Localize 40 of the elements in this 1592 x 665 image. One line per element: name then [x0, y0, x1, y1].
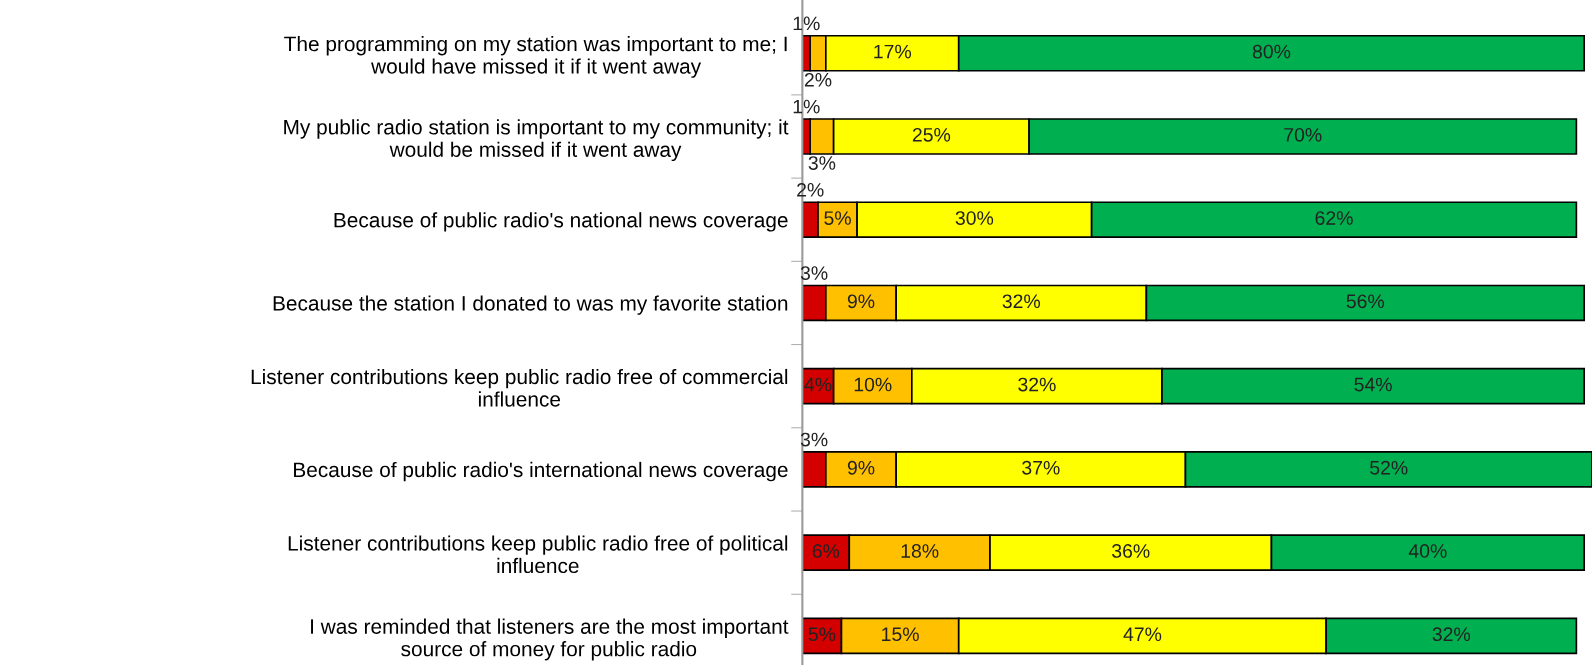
data-label: 1% — [793, 16, 820, 31]
y-tick-label: Listener contributions keep public radio free of political influence — [288, 535, 788, 574]
data-label: 52% — [1370, 460, 1408, 475]
data-label: 25% — [912, 127, 951, 142]
data-label: 80% — [1252, 44, 1291, 59]
data-label: 9% — [847, 460, 875, 475]
data-label: 9% — [847, 294, 875, 309]
data-label: 2% — [804, 72, 832, 87]
data-label: 62% — [1315, 211, 1353, 225]
data-label: 6% — [812, 544, 840, 558]
data-label: 32% — [1018, 377, 1056, 392]
data-label: 56% — [1346, 294, 1385, 309]
data-label: 10% — [854, 377, 892, 392]
data-label: 37% — [1022, 460, 1060, 475]
y-tick-label: Because of public radio's national news coverage — [334, 212, 788, 232]
data-label: 36% — [1112, 544, 1150, 558]
data-label: 30% — [955, 211, 994, 225]
data-label: 3% — [800, 432, 828, 447]
data-label: 17% — [874, 44, 912, 59]
y-tick-label: My public radio station is important to my community; it would be missed if it went away — [284, 119, 789, 162]
y-tick-label: I was reminded that listeners are the most important source of money for public radio — [311, 618, 789, 661]
data-label: 54% — [1354, 377, 1392, 392]
data-label: 32% — [1432, 627, 1471, 642]
y-tick-label: Listener contributions keep public radio free of commercial influence — [251, 368, 788, 407]
y-tick-label: The programming on my station was important to me; I would have missed it if it went away — [284, 36, 787, 78]
data-label: 4% — [804, 377, 832, 392]
data-label: 1% — [793, 99, 820, 114]
data-label: 32% — [1002, 294, 1041, 309]
data-label: 2% — [797, 182, 824, 197]
data-label: 70% — [1284, 127, 1322, 142]
data-label: 5% — [824, 211, 851, 225]
data-label: 3% — [808, 156, 836, 170]
data-label: 5% — [808, 627, 836, 642]
data-label: 18% — [901, 544, 939, 558]
data-label: 3% — [800, 266, 828, 280]
data-label: 40% — [1408, 544, 1447, 558]
data-label: 15% — [882, 627, 919, 642]
y-tick-label: Because of public radio's international news coverage — [294, 461, 788, 482]
y-tick-label: Because the station I donated to was my favorite station — [273, 295, 788, 315]
data-label: 47% — [1123, 627, 1162, 642]
